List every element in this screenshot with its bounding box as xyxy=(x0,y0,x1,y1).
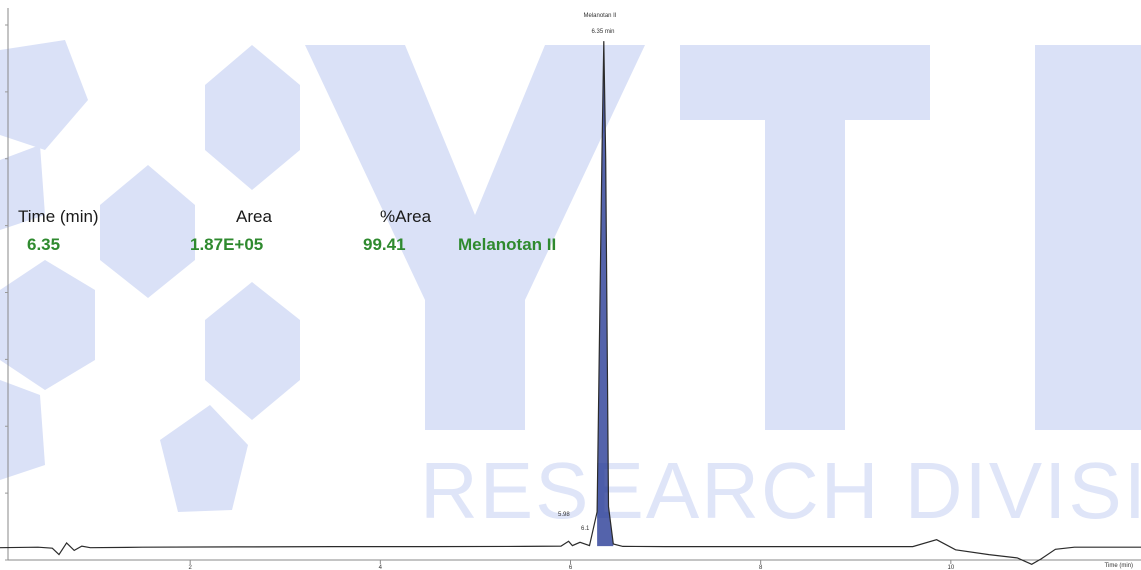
header-pct-area: %Area xyxy=(380,207,432,226)
cell-compound-name: Melanotan II xyxy=(458,235,556,254)
peak-fill-melanotan xyxy=(597,41,614,547)
watermark-hexagon xyxy=(160,405,248,512)
cell-pct-area: 99.41 xyxy=(363,235,406,254)
watermark-hexagon xyxy=(0,380,45,480)
peak-name-annotation: Melanotan II xyxy=(583,13,616,19)
cell-time: 6.35 xyxy=(27,235,60,254)
x-tick-label: 6 xyxy=(569,565,573,570)
small-peak-annotation-b: 6.1 xyxy=(581,526,590,532)
watermark-logo xyxy=(0,40,1141,512)
watermark-subtitle: RESEARCH DIVISI xyxy=(420,446,1141,535)
x-tick-label: 10 xyxy=(947,565,954,570)
watermark-letter-y xyxy=(305,45,645,430)
watermark-hexagon xyxy=(0,145,45,230)
plot-axes: 2 4 6 8 10 xyxy=(5,8,1141,570)
cell-area: 1.87E+05 xyxy=(190,235,263,254)
x-axis-ticks: 2 4 6 8 10 xyxy=(188,560,955,570)
header-time: Time (min) xyxy=(18,207,99,226)
watermark-hexagon xyxy=(205,282,300,420)
peak-time-annotation: 6.35 min xyxy=(591,29,614,35)
x-tick-label: 2 xyxy=(188,565,192,570)
small-peak-annotation-a: 5.98 xyxy=(558,512,570,518)
y-axis-ticks xyxy=(5,24,8,561)
x-tick-label: 4 xyxy=(379,565,383,570)
watermark-letter-t xyxy=(680,45,930,430)
x-tick-label: 8 xyxy=(759,565,763,570)
watermark-hexagon xyxy=(100,165,195,298)
watermark-hexagon xyxy=(0,40,88,150)
header-area: Area xyxy=(236,207,272,226)
chromatogram-series-line xyxy=(0,41,1141,565)
x-axis-label: Time (min) xyxy=(1105,563,1133,569)
watermark-hexagon xyxy=(205,45,300,190)
peak-table: Time (min) Area %Area 6.35 1.87E+05 99.4… xyxy=(18,207,556,254)
watermark-hexagon xyxy=(0,260,95,390)
watermark-letter-e xyxy=(1035,45,1141,430)
